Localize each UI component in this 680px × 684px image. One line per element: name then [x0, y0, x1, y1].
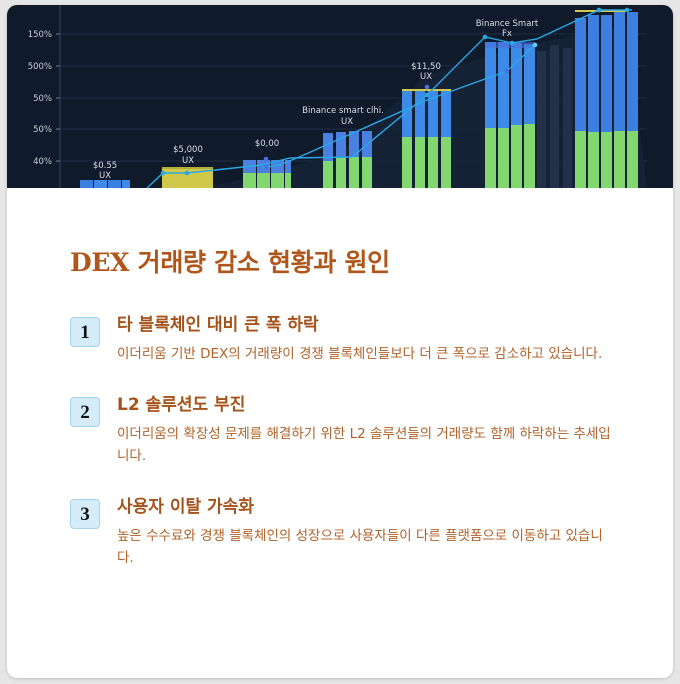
- y-tick-label: 50%: [33, 125, 52, 135]
- page-title: DEX 거래량 감소 현황과 원인: [70, 248, 390, 277]
- y-tick-label: 50%: [33, 94, 52, 104]
- item-description: 높은 수수료와 경쟁 블록체인의 성장으로 사용자들이 다른 플랫폼으로 이동하…: [117, 528, 603, 566]
- number-badge: 1: [70, 317, 100, 347]
- y-tick-label: 500%: [28, 62, 52, 72]
- annotation-label: $5,000: [173, 145, 203, 155]
- annotation-label: Fx: [502, 29, 512, 39]
- annotation-label: $0,00: [255, 139, 279, 149]
- bar-group-6: [485, 42, 572, 188]
- bar-group-7: [575, 10, 638, 188]
- number-badge: 2: [70, 397, 100, 427]
- annotation-label: $11,50: [411, 62, 441, 72]
- list-item: 2 L2 솔루션도 부진 이더리움의 확장성 문제를 해결하기 위한 L2 솔루…: [70, 393, 630, 467]
- item-title: 타 블록체인 대비 큰 폭 하락: [117, 315, 319, 335]
- annotation-label: Binance Smart: [476, 19, 539, 29]
- bar-line-chart: 150% 500% 50% 50% 40%: [28, 5, 647, 188]
- trend-line-a: [146, 9, 632, 188]
- bar-group-5: [402, 89, 451, 188]
- number-badge: 3: [70, 499, 100, 529]
- bar-group-1: [80, 180, 130, 188]
- y-tick-label: 40%: [33, 157, 52, 167]
- list-item: 1 타 블록체인 대비 큰 폭 하락 이더리움 기반 DEX의 거래량이 경쟁 …: [70, 313, 630, 365]
- item-title: L2 솔루션도 부진: [117, 395, 246, 415]
- content-card: 150% 500% 50% 50% 40%: [7, 5, 673, 678]
- annotation-label: UX: [99, 171, 111, 181]
- annotation-label: $0.55: [93, 161, 117, 171]
- cause-list: 1 타 블록체인 대비 큰 폭 하락 이더리움 기반 DEX의 거래량이 경쟁 …: [70, 313, 630, 569]
- item-description: 이더리움 기반 DEX의 거래량이 경쟁 블록체인들보다 더 큰 폭으로 감소하…: [117, 346, 603, 362]
- annotation-label: UX: [182, 156, 194, 166]
- y-tick-label: 150%: [28, 30, 52, 40]
- list-item: 3 사용자 이탈 가속화 높은 수수료와 경쟁 블록체인의 성장으로 사용자들이…: [70, 495, 630, 569]
- annotation-label: Binance smart clhi.: [302, 106, 384, 116]
- item-description: 이더리움의 확장성 문제를 해결하기 위한 L2 솔루션들의 거래량도 함께 하…: [117, 426, 611, 464]
- annotation-label: UX: [420, 72, 432, 82]
- item-title: 사용자 이탈 가속화: [117, 497, 254, 517]
- annotation-label: UX: [341, 117, 353, 127]
- hero-chart-image: 150% 500% 50% 50% 40%: [7, 5, 673, 188]
- main-content: DEX 거래량 감소 현황과 원인 1 타 블록체인 대비 큰 폭 하락 이더리…: [70, 243, 630, 597]
- trend-line-b: [261, 44, 536, 169]
